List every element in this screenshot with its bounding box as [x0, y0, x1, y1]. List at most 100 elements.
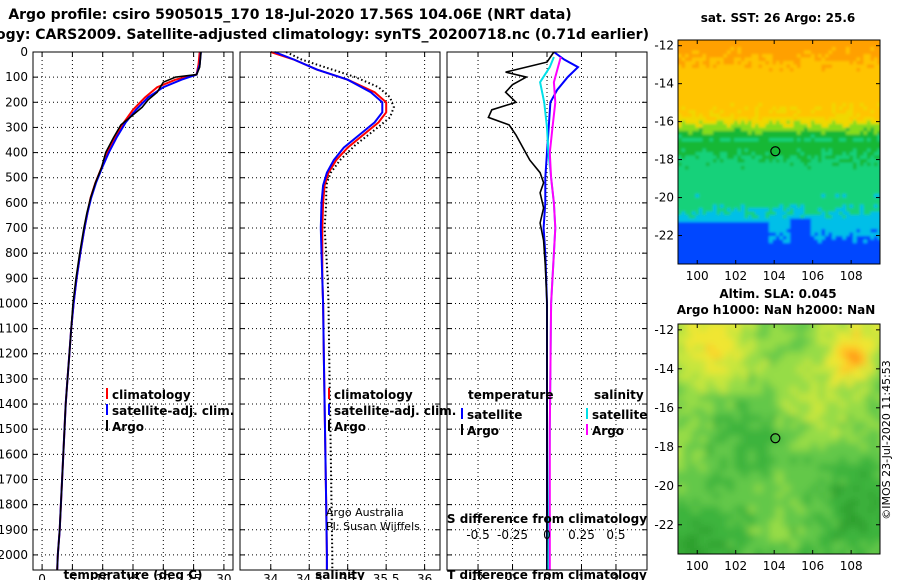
map-cell [734, 352, 742, 360]
map-cell [832, 135, 836, 139]
map-cell [832, 338, 840, 346]
map-cell [874, 145, 878, 149]
map-cell [731, 145, 735, 149]
map-cell [773, 212, 777, 216]
map-cell [874, 257, 878, 261]
map-cell [727, 75, 731, 79]
map-cell [720, 145, 724, 149]
map-cell [811, 177, 815, 181]
map-cell [839, 96, 843, 100]
map-cell [853, 240, 857, 244]
map-y-tick-label: -16 [654, 115, 674, 129]
map-cell [843, 149, 847, 153]
map-cell [815, 65, 819, 69]
map-cell [720, 72, 724, 76]
map-cell [811, 128, 815, 132]
map-cell [713, 208, 717, 212]
map-cell [727, 366, 735, 374]
map-cell [857, 51, 861, 55]
map-cell [857, 117, 861, 121]
map-cell [832, 89, 836, 93]
map-cell [864, 54, 868, 58]
map-cell [773, 198, 777, 202]
map-cell [710, 110, 714, 114]
map-cell [773, 184, 777, 188]
map-cell [755, 215, 759, 219]
map-cell [710, 198, 714, 202]
map-cell [727, 240, 731, 244]
map-cell [755, 82, 759, 86]
map-cell [783, 215, 787, 219]
map-cell [783, 324, 791, 332]
map-cell [843, 138, 847, 142]
map-cell [871, 124, 875, 128]
map-cell [738, 121, 742, 125]
map-cell [724, 170, 728, 174]
map-cell [857, 72, 861, 76]
map-cell [822, 145, 826, 149]
map-cell [871, 191, 875, 195]
map-cell [696, 68, 700, 72]
map-cell [678, 152, 682, 156]
map-cell [885, 124, 889, 128]
map-cell [741, 44, 745, 48]
map-cell [752, 222, 756, 226]
map-cell [825, 257, 829, 261]
map-cell [836, 96, 840, 100]
map-cell [724, 86, 728, 90]
map-cell [787, 110, 791, 114]
map-cell [783, 79, 787, 83]
map-cell [825, 68, 829, 72]
map-cell [787, 72, 791, 76]
map-cell [804, 429, 812, 437]
map-cell [696, 82, 700, 86]
map-cell [839, 51, 843, 55]
map-cell [818, 222, 822, 226]
map-cell [741, 205, 745, 209]
map-cell [846, 187, 850, 191]
map-cell [804, 254, 808, 258]
map-cell [759, 264, 763, 268]
map-cell [797, 96, 801, 100]
map-cell [885, 268, 889, 272]
map-cell [871, 240, 875, 244]
map-cell [685, 177, 689, 181]
map-cell [748, 51, 752, 55]
map-cell [839, 180, 843, 184]
map-cell [825, 208, 829, 212]
map-cell [797, 131, 801, 135]
map-cell [829, 201, 833, 205]
map-cell [762, 257, 766, 261]
map-cell [755, 86, 759, 90]
map-cell [776, 229, 780, 233]
map-cell [738, 93, 742, 97]
map-cell [678, 107, 682, 111]
map-cell [860, 243, 864, 247]
map-cell [885, 51, 889, 55]
map-cell [773, 51, 777, 55]
map-cell [874, 100, 878, 104]
map-cell [685, 422, 693, 430]
map-cell [864, 107, 868, 111]
map-cell [780, 75, 784, 79]
map-cell [682, 212, 686, 216]
map-cell [762, 243, 766, 247]
map-cell [825, 194, 829, 198]
map-cell [843, 44, 847, 48]
map-cell [885, 47, 889, 51]
map-cell [797, 173, 801, 177]
map-cell [696, 233, 700, 237]
map-cell [836, 86, 840, 90]
map-cell [850, 138, 854, 142]
map-cell [776, 51, 780, 55]
map-cell [822, 58, 826, 62]
map-cell [724, 51, 728, 55]
map-cell [836, 65, 840, 69]
map-cell [692, 72, 696, 76]
map-cell [734, 338, 742, 346]
map-cell [860, 79, 864, 83]
map-cell [692, 142, 696, 146]
map-cell [794, 142, 798, 146]
map-cell [839, 75, 843, 79]
map-cell [885, 261, 889, 265]
